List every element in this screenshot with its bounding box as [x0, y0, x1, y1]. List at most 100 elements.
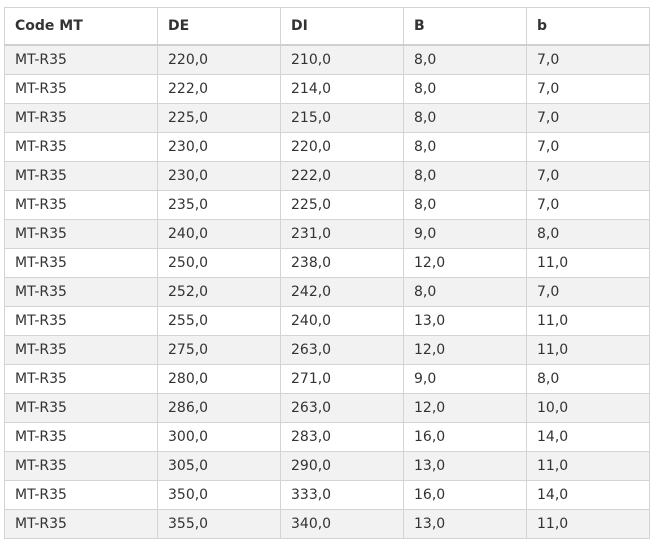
- table-row: MT-R35 220,0 210,0 8,0 7,0: [4, 44, 650, 75]
- cell-de: 255,0: [157, 306, 281, 336]
- cell-di: 214,0: [280, 74, 404, 104]
- cell-b-lower: 8,0: [526, 364, 650, 394]
- cell-code-mt: MT-R35: [4, 306, 158, 336]
- cell-de: 252,0: [157, 277, 281, 307]
- cell-code-mt: MT-R35: [4, 451, 158, 481]
- cell-de: 350,0: [157, 480, 281, 510]
- cell-di: 283,0: [280, 422, 404, 452]
- cell-b-lower: 11,0: [526, 306, 650, 336]
- cell-b-upper: 8,0: [403, 44, 527, 75]
- cell-de: 225,0: [157, 103, 281, 133]
- cell-b-lower: 11,0: [526, 248, 650, 278]
- table-row: MT-R35 230,0 222,0 8,0 7,0: [4, 161, 650, 191]
- cell-b-lower: 7,0: [526, 190, 650, 220]
- cell-di: 263,0: [280, 335, 404, 365]
- table-row: MT-R35 240,0 231,0 9,0 8,0: [4, 219, 650, 249]
- cell-b-upper: 13,0: [403, 306, 527, 336]
- header-code-mt: Code MT: [4, 7, 158, 46]
- table-row: MT-R35 350,0 333,0 16,0 14,0: [4, 480, 650, 510]
- cell-code-mt: MT-R35: [4, 219, 158, 249]
- cell-b-upper: 8,0: [403, 132, 527, 162]
- cell-b-upper: 8,0: [403, 103, 527, 133]
- cell-code-mt: MT-R35: [4, 103, 158, 133]
- cell-de: 280,0: [157, 364, 281, 394]
- table-row: MT-R35 275,0 263,0 12,0 11,0: [4, 335, 650, 365]
- cell-de: 222,0: [157, 74, 281, 104]
- cell-code-mt: MT-R35: [4, 248, 158, 278]
- cell-di: 222,0: [280, 161, 404, 191]
- cell-code-mt: MT-R35: [4, 132, 158, 162]
- cell-b-upper: 8,0: [403, 161, 527, 191]
- cell-b-upper: 13,0: [403, 509, 527, 539]
- table-row: MT-R35 280,0 271,0 9,0 8,0: [4, 364, 650, 394]
- header-b-lower: b: [526, 7, 650, 46]
- cell-di: 290,0: [280, 451, 404, 481]
- table-row: MT-R35 300,0 283,0 16,0 14,0: [4, 422, 650, 452]
- cell-code-mt: MT-R35: [4, 509, 158, 539]
- cell-de: 230,0: [157, 132, 281, 162]
- cell-de: 230,0: [157, 161, 281, 191]
- cell-b-lower: 8,0: [526, 219, 650, 249]
- header-b-upper: B: [403, 7, 527, 46]
- cell-code-mt: MT-R35: [4, 190, 158, 220]
- dimensions-table-container: Code MT DE DI B b MT-R35 220,0 210,0 8,0 7,0…: [4, 7, 650, 539]
- cell-b-lower: 11,0: [526, 451, 650, 481]
- cell-di: 238,0: [280, 248, 404, 278]
- table-row: MT-R35 355,0 340,0 13,0 11,0: [4, 509, 650, 539]
- table-row: MT-R35 230,0 220,0 8,0 7,0: [4, 132, 650, 162]
- cell-di: 263,0: [280, 393, 404, 423]
- cell-di: 210,0: [280, 44, 404, 75]
- cell-di: 231,0: [280, 219, 404, 249]
- header-row: Code MT DE DI B b: [4, 7, 650, 46]
- cell-b-upper: 8,0: [403, 277, 527, 307]
- cell-b-lower: 11,0: [526, 509, 650, 539]
- table-row: MT-R35 222,0 214,0 8,0 7,0: [4, 74, 650, 104]
- cell-b-lower: 7,0: [526, 132, 650, 162]
- cell-b-upper: 13,0: [403, 451, 527, 481]
- header-di: DI: [280, 7, 404, 46]
- cell-b-upper: 12,0: [403, 335, 527, 365]
- cell-di: 225,0: [280, 190, 404, 220]
- cell-de: 300,0: [157, 422, 281, 452]
- cell-b-upper: 9,0: [403, 219, 527, 249]
- cell-b-lower: 14,0: [526, 480, 650, 510]
- table-header: Code MT DE DI B b: [4, 7, 650, 46]
- cell-code-mt: MT-R35: [4, 393, 158, 423]
- cell-de: 250,0: [157, 248, 281, 278]
- cell-b-lower: 7,0: [526, 44, 650, 75]
- cell-di: 340,0: [280, 509, 404, 539]
- cell-de: 286,0: [157, 393, 281, 423]
- cell-b-lower: 7,0: [526, 277, 650, 307]
- table-body: MT-R35 220,0 210,0 8,0 7,0 MT-R35 222,0 214,0 8,…: [4, 44, 650, 539]
- cell-code-mt: MT-R35: [4, 480, 158, 510]
- cell-b-upper: 8,0: [403, 74, 527, 104]
- cell-b-upper: 12,0: [403, 248, 527, 278]
- table-row: MT-R35 235,0 225,0 8,0 7,0: [4, 190, 650, 220]
- cell-b-lower: 10,0: [526, 393, 650, 423]
- cell-code-mt: MT-R35: [4, 364, 158, 394]
- table-row: MT-R35 252,0 242,0 8,0 7,0: [4, 277, 650, 307]
- cell-code-mt: MT-R35: [4, 161, 158, 191]
- table-row: MT-R35 225,0 215,0 8,0 7,0: [4, 103, 650, 133]
- cell-de: 355,0: [157, 509, 281, 539]
- cell-b-upper: 8,0: [403, 190, 527, 220]
- cell-code-mt: MT-R35: [4, 422, 158, 452]
- table-row: MT-R35 305,0 290,0 13,0 11,0: [4, 451, 650, 481]
- cell-code-mt: MT-R35: [4, 44, 158, 75]
- cell-code-mt: MT-R35: [4, 335, 158, 365]
- cell-b-lower: 11,0: [526, 335, 650, 365]
- table-row: MT-R35 286,0 263,0 12,0 10,0: [4, 393, 650, 423]
- cell-b-lower: 14,0: [526, 422, 650, 452]
- header-de: DE: [157, 7, 281, 46]
- cell-code-mt: MT-R35: [4, 277, 158, 307]
- cell-b-upper: 9,0: [403, 364, 527, 394]
- cell-b-upper: 16,0: [403, 480, 527, 510]
- cell-b-lower: 7,0: [526, 103, 650, 133]
- cell-de: 235,0: [157, 190, 281, 220]
- cell-di: 271,0: [280, 364, 404, 394]
- table-row: MT-R35 255,0 240,0 13,0 11,0: [4, 306, 650, 336]
- cell-de: 240,0: [157, 219, 281, 249]
- table-row: MT-R35 250,0 238,0 12,0 11,0: [4, 248, 650, 278]
- cell-de: 220,0: [157, 44, 281, 75]
- cell-de: 305,0: [157, 451, 281, 481]
